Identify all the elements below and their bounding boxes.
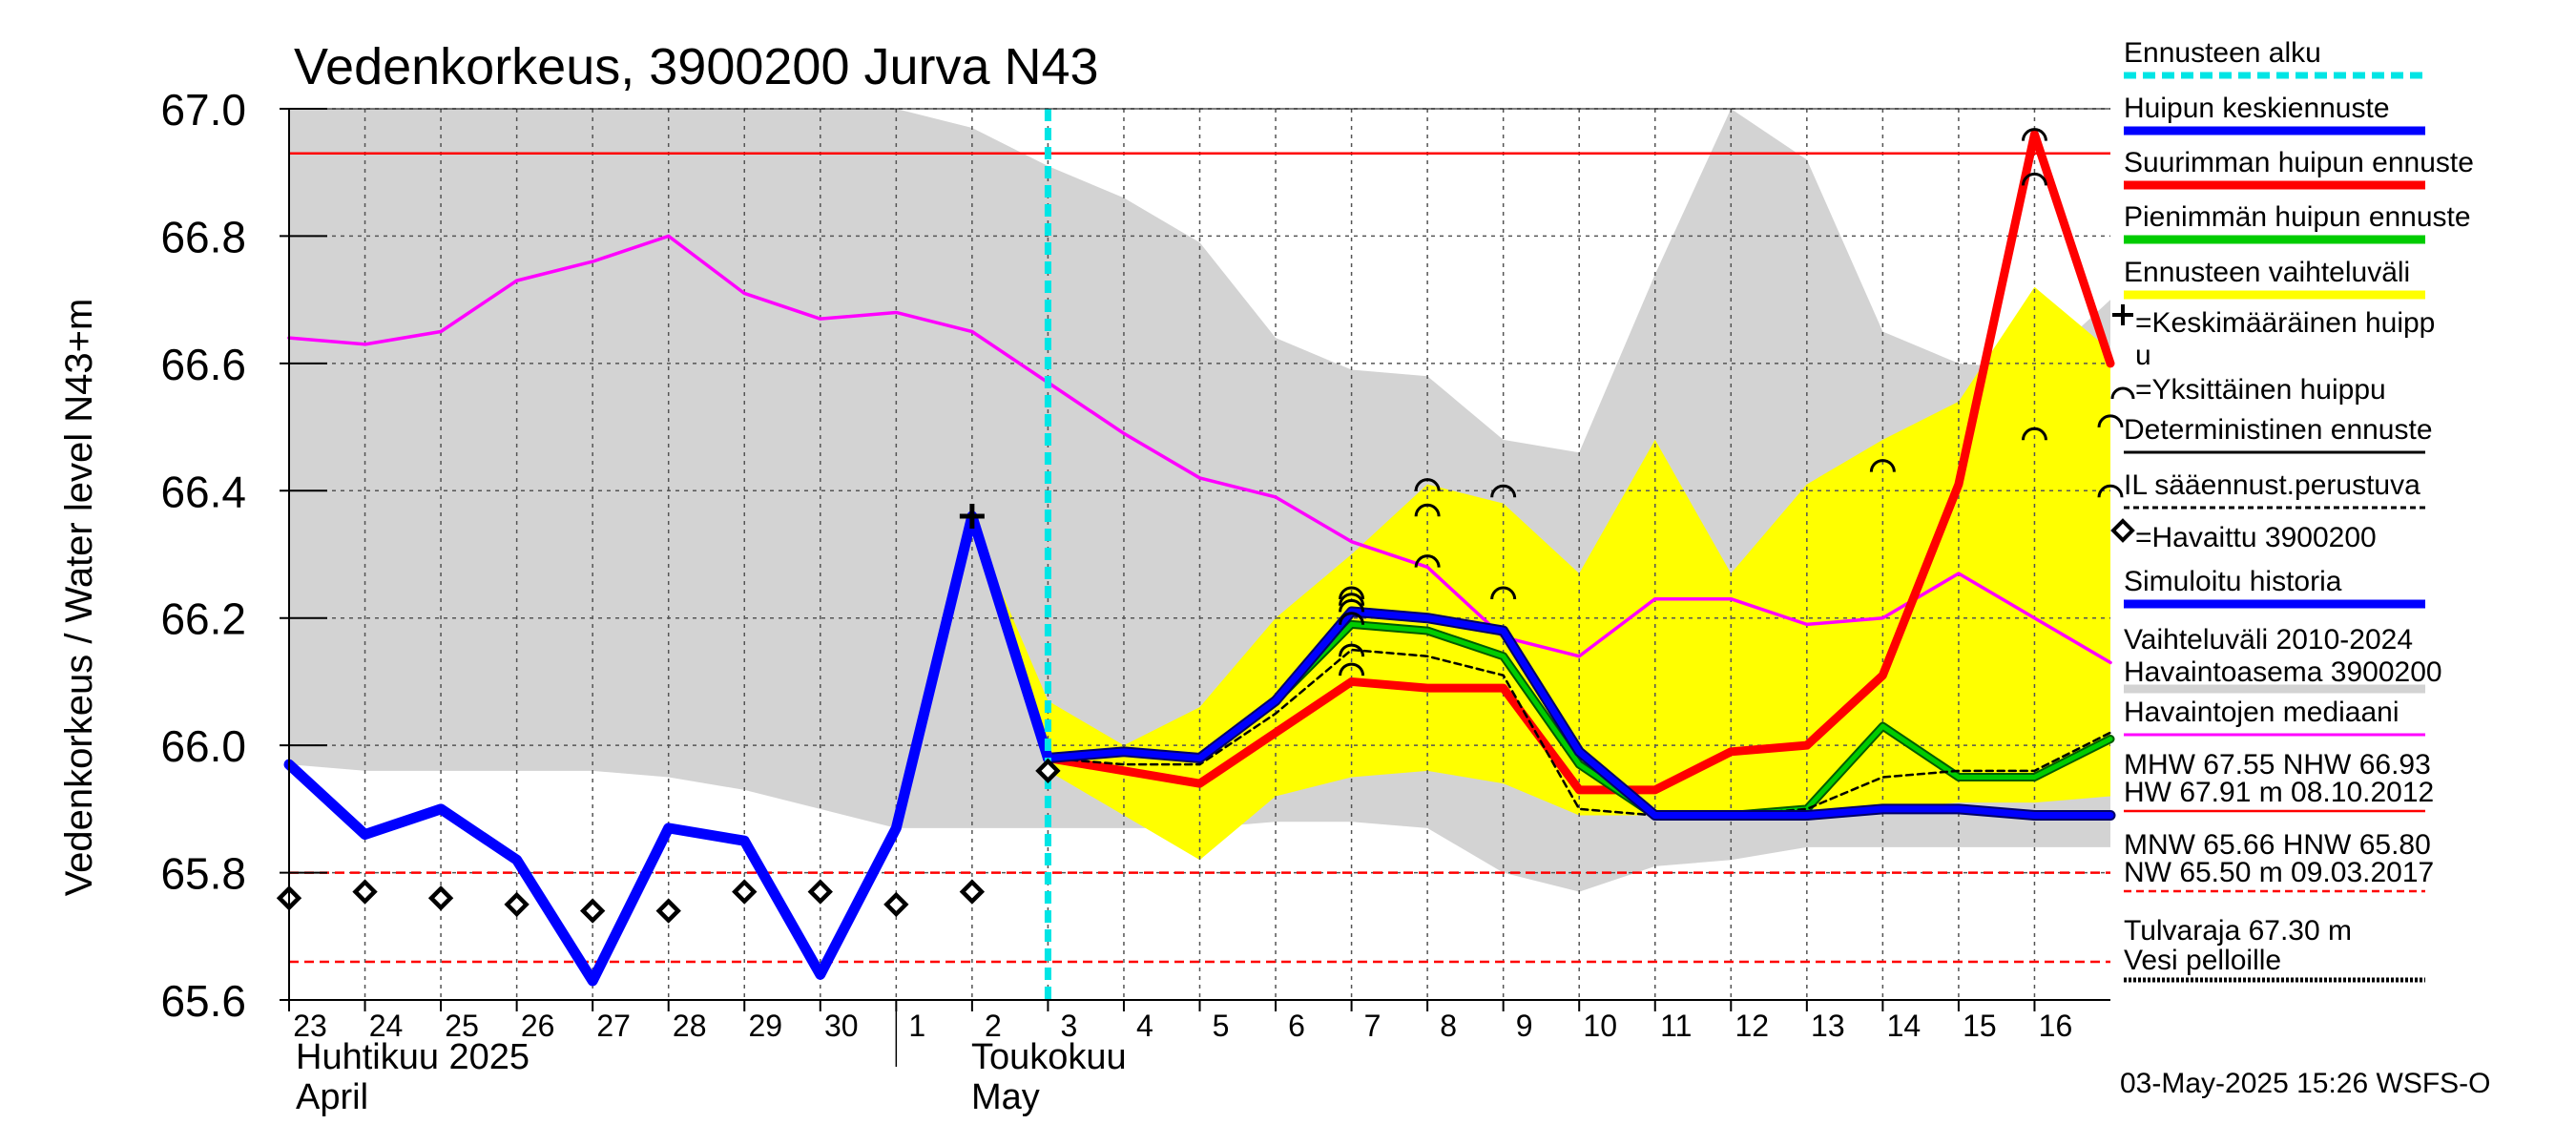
x-tick-label: 5 — [1213, 1009, 1230, 1043]
x-tick-label: 9 — [1516, 1009, 1533, 1043]
x-tick-label: 25 — [445, 1009, 479, 1043]
x-tick-label: 7 — [1364, 1009, 1381, 1043]
stats-text: NW 65.50 m 09.03.2017 — [2124, 857, 2434, 888]
plot-area: 65.665.866.066.266.466.666.867.023 24 25 26… — [160, 85, 2124, 1117]
single-peak-marker — [1339, 593, 1365, 606]
y-tick-label: 66.2 — [160, 594, 246, 644]
observed-point — [504, 891, 530, 918]
single-peak-marker — [1339, 586, 1365, 600]
x-tick-label: 10 — [1583, 1009, 1617, 1043]
observed-point — [883, 891, 909, 918]
legend-label: Suurimman huipun ennuste — [2124, 147, 2474, 178]
month-label-fi: Huhtikuu 2025 — [296, 1037, 530, 1077]
month-label-fi: Toukokuu — [971, 1037, 1127, 1077]
x-tick-label: 23 — [293, 1009, 327, 1043]
y-tick-label: 67.0 — [160, 85, 246, 135]
timestamp: 03-May-2025 15:26 WSFS-O — [2120, 1068, 2491, 1099]
legend-label: Deterministinen ennuste — [2124, 414, 2433, 446]
il-forecast-line — [1047, 648, 2112, 817]
stats-text: MNW 65.66 HNW 65.80 — [2124, 829, 2431, 861]
x-tick-label: 4 — [1136, 1009, 1153, 1043]
observed-point — [959, 879, 986, 905]
max-peak-forecast-line — [1043, 130, 2115, 795]
x-tick-label: 3 — [1061, 1009, 1078, 1043]
legend-label: =Keskimääräinen huipp — [2135, 307, 2435, 339]
single-peak-marker — [2021, 128, 2047, 141]
observed-point — [352, 879, 378, 905]
month-label-en: May — [971, 1077, 1040, 1117]
single-peak-marker — [1490, 484, 1517, 498]
y-tick-label: 66.8 — [160, 212, 246, 261]
y-axis-label: Vedenkorkeus / Water level N43+m — [58, 299, 100, 897]
y-tick-label: 66.4 — [160, 467, 246, 516]
legend-observed-symbol — [2110, 518, 2135, 543]
single-peak-marker — [1339, 643, 1365, 657]
legend-label: IL sääennust.perustuva — [2124, 469, 2420, 501]
x-tick-label: 16 — [2039, 1009, 2073, 1043]
observed-point — [655, 898, 681, 924]
observed-point — [579, 898, 606, 924]
mean-peak-forecast-line — [1044, 608, 2114, 820]
x-tick-label: 15 — [1963, 1009, 1997, 1043]
single-peak-marker — [1339, 598, 1365, 613]
stats-text: Tulvaraja 67.30 m — [2124, 915, 2352, 947]
x-tick-label: 26 — [521, 1009, 555, 1043]
x-tick-label: 6 — [1288, 1009, 1305, 1043]
legend-label: Havaintoasema 3900200 — [2124, 656, 2442, 688]
legend-label: =Havaittu 3900200 — [2135, 522, 2377, 553]
single-peak-marker — [1414, 478, 1441, 491]
legend-label: =Yksittäinen huippu — [2135, 374, 2386, 406]
y-tick-label: 66.6 — [160, 340, 246, 389]
x-tick-label: 27 — [596, 1009, 631, 1043]
x-tick-label: 11 — [1660, 1009, 1692, 1043]
single-peak-marker — [2021, 172, 2047, 186]
x-tick-label: 12 — [1735, 1009, 1769, 1043]
observed-point — [807, 879, 833, 905]
legend-label: Pienimmän huipun ennuste — [2124, 201, 2471, 233]
legend-label: Huipun keskiennuste — [2124, 93, 2390, 124]
single-peak-marker — [1339, 612, 1365, 625]
stats-text: Vesi pelloille — [2124, 945, 2281, 976]
legend-label: Ennusteen vaihteluväli — [2124, 257, 2410, 288]
legend-label: Havaintojen mediaani — [2124, 697, 2399, 728]
x-tick-label: 24 — [369, 1009, 404, 1043]
legend-label: u — [2135, 340, 2151, 371]
x-tick-label: 13 — [1811, 1009, 1845, 1043]
legend-mean-peak-symbol — [2112, 304, 2133, 325]
chart-title: Vedenkorkeus, 3900200 Jurva N43 — [294, 38, 1099, 95]
median-line — [287, 234, 2112, 665]
legend-single-peak-symbol — [2110, 386, 2135, 400]
single-peak-marker — [2097, 484, 2124, 498]
simulated-history-line — [283, 510, 1053, 987]
legend-label: Vaihteluväli 2010-2024 — [2124, 624, 2413, 656]
legend: Ennusteen alku Huipun keskiennuste Suurimm… — [2110, 37, 2474, 983]
single-peak-marker — [1339, 662, 1365, 677]
x-tick-label: 8 — [1440, 1009, 1457, 1043]
x-tick-label: 14 — [1887, 1009, 1922, 1043]
y-tick-label: 66.0 — [160, 721, 246, 771]
x-tick-label: 2 — [985, 1009, 1002, 1043]
x-tick-label: 30 — [824, 1009, 859, 1043]
single-peak-marker — [1414, 503, 1441, 517]
legend-label: Ennusteen alku — [2124, 37, 2321, 69]
mean-peak-marker — [959, 503, 985, 529]
y-tick-label: 65.8 — [160, 849, 246, 899]
single-peak-marker — [1869, 459, 1896, 472]
observed-point — [1035, 758, 1061, 784]
observed-point — [732, 879, 758, 905]
month-label-en: April — [296, 1077, 368, 1117]
x-tick-label: 1 — [908, 1009, 925, 1043]
stats-text: MHW 67.55 NHW 66.93 — [2124, 749, 2431, 781]
x-tick-label: 28 — [673, 1009, 707, 1043]
y-tick-label: 65.6 — [160, 976, 246, 1026]
stats-text: HW 67.91 m 08.10.2012 — [2124, 777, 2434, 808]
observed-point — [427, 885, 454, 911]
single-peak-marker — [1414, 554, 1441, 568]
single-peak-marker — [2097, 414, 2124, 428]
legend-label: Simuloitu historia — [2124, 566, 2342, 597]
single-peak-marker — [1490, 586, 1517, 600]
x-tick-label: 29 — [748, 1009, 782, 1043]
single-peak-marker — [2021, 427, 2047, 441]
